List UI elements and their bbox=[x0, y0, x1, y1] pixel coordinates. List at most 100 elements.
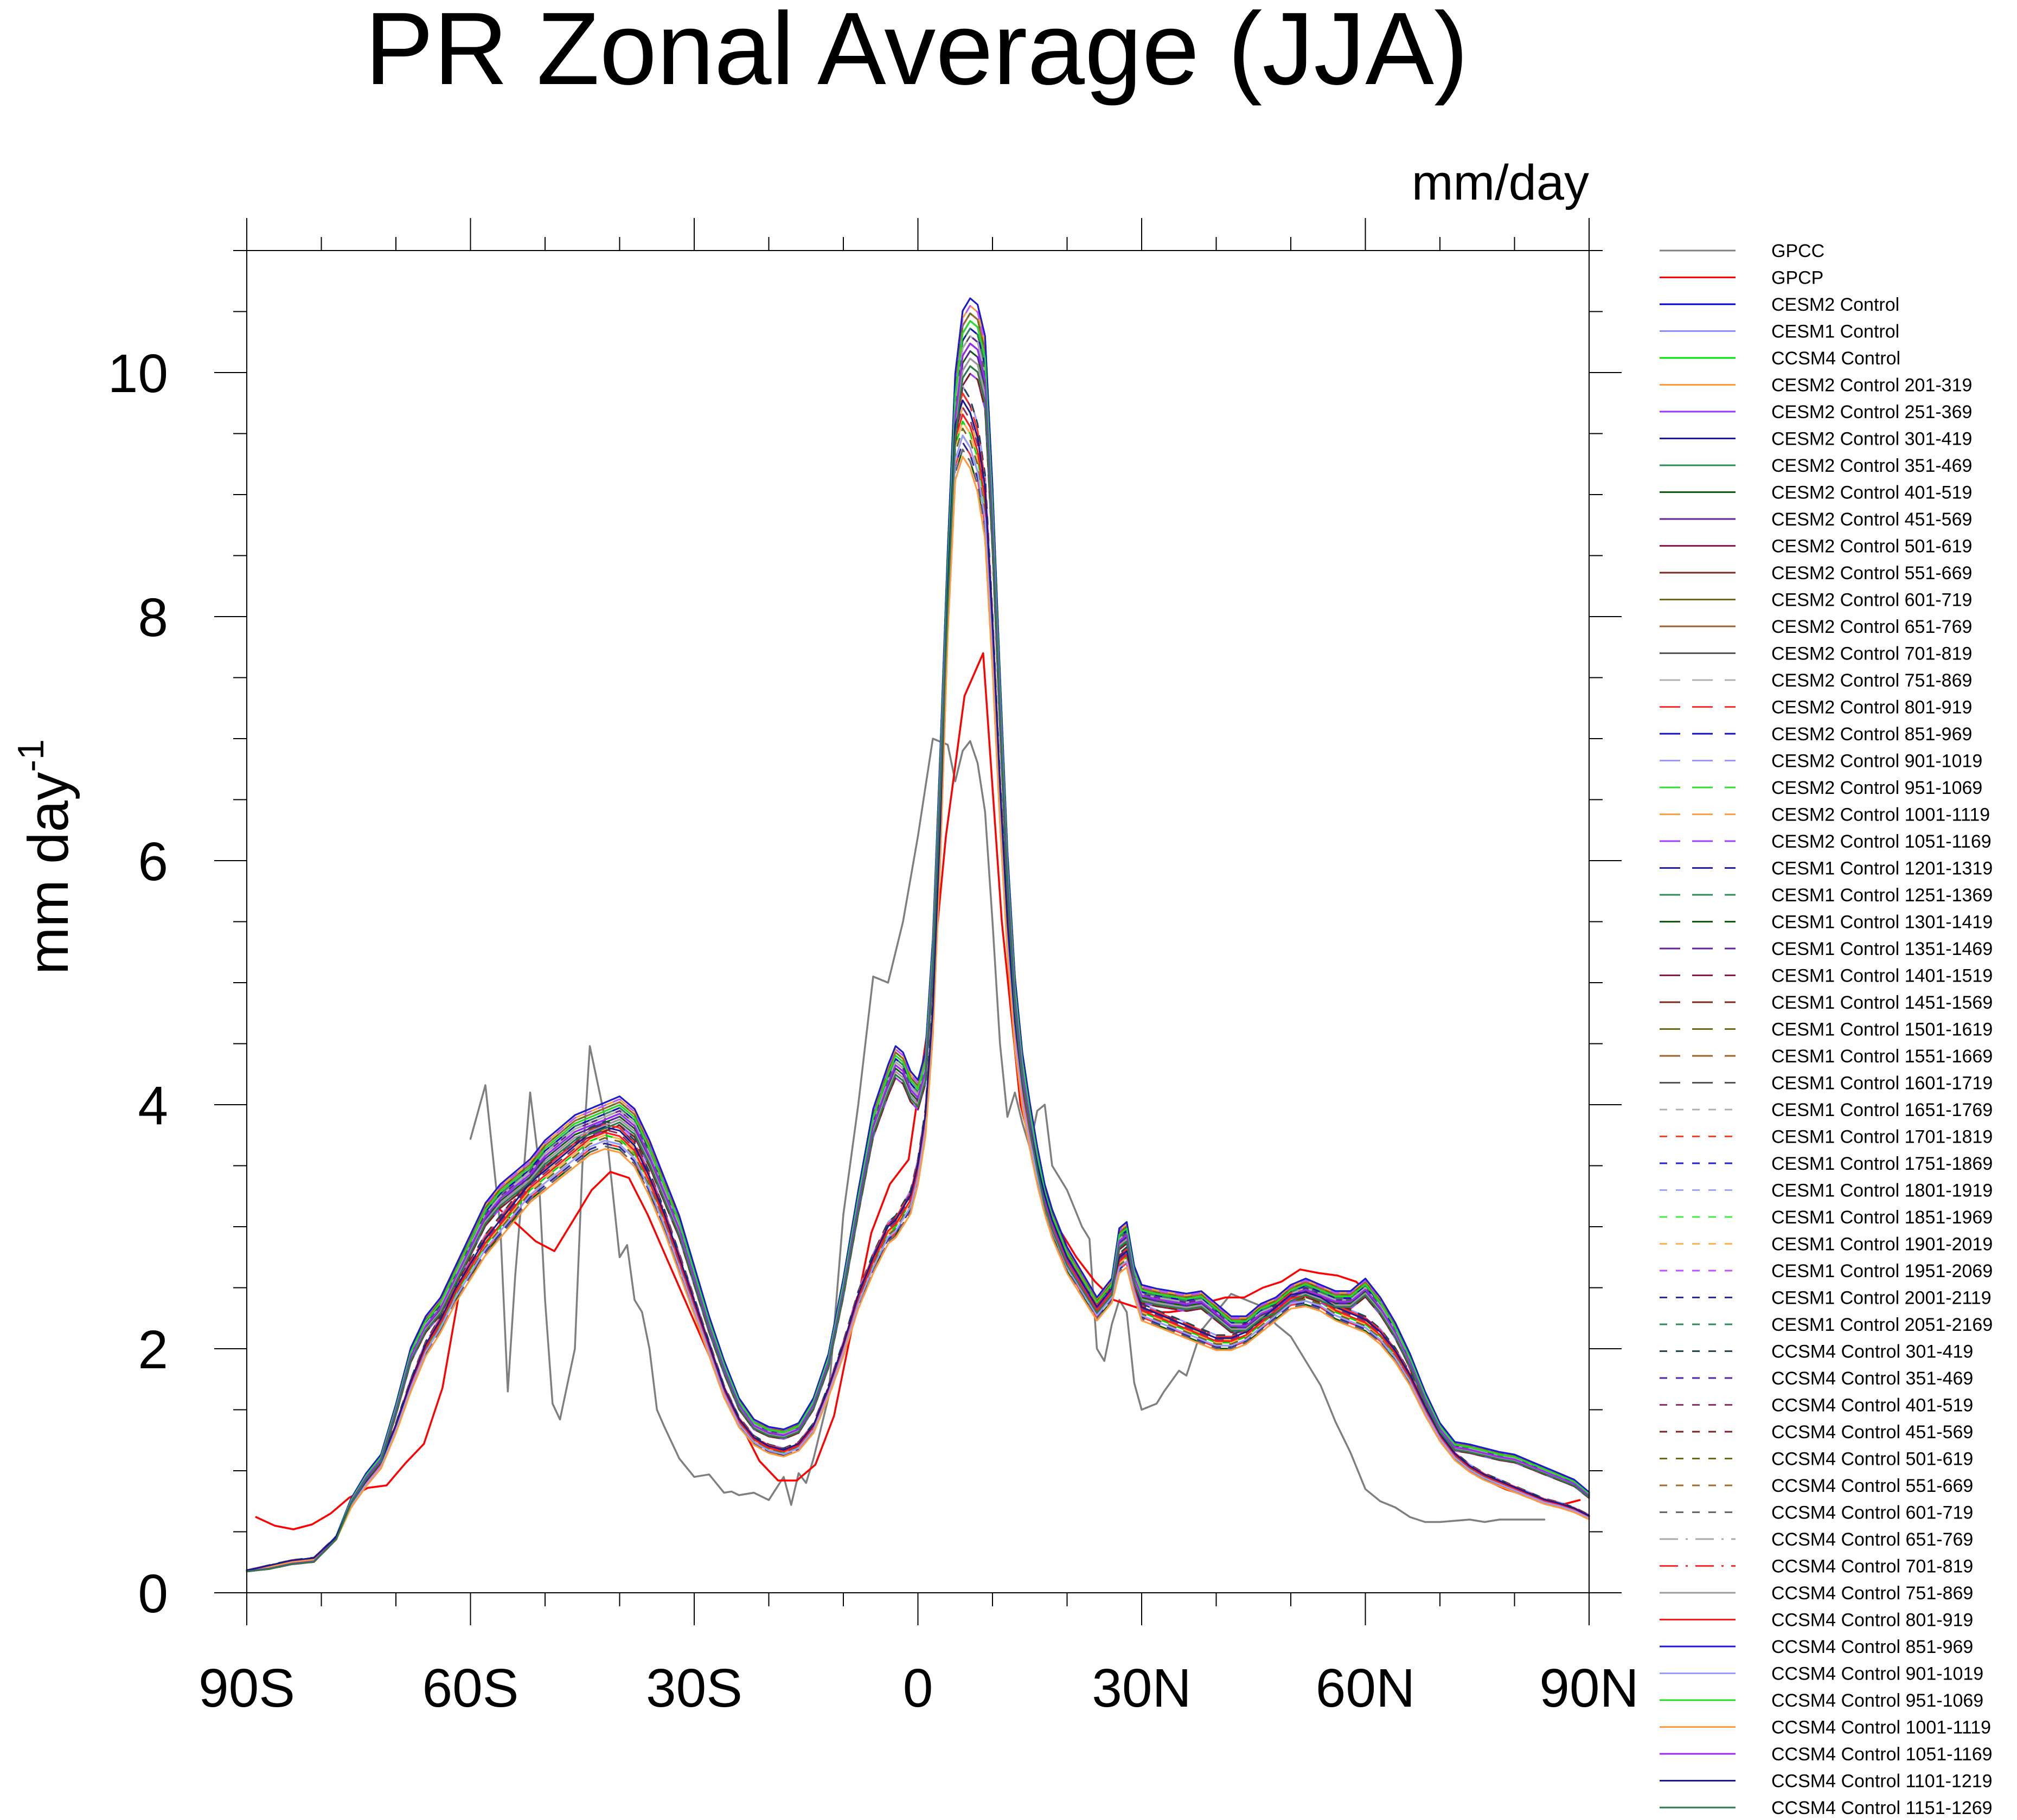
legend-label: CCSM4 Control 551-669 bbox=[1771, 1476, 1973, 1496]
y-axis-label-text: mm day bbox=[17, 772, 80, 975]
legend-label: CCSM4 Control 401-519 bbox=[1771, 1395, 1973, 1416]
y-tick-label: 8 bbox=[138, 587, 168, 648]
legend-label: CESM1 Control 1501-1619 bbox=[1771, 1020, 1993, 1040]
legend-label: CCSM4 Control 951-1069 bbox=[1771, 1690, 1983, 1711]
legend-label: CESM1 Control 1251-1369 bbox=[1771, 885, 1993, 906]
x-tick-label: 0 bbox=[903, 1658, 933, 1719]
series-line bbox=[246, 392, 1590, 1571]
legend-label: CESM1 Control 1601-1719 bbox=[1771, 1073, 1993, 1094]
series-line bbox=[246, 392, 1590, 1571]
series-line bbox=[246, 335, 1590, 1572]
legend-label: CCSM4 Control 751-869 bbox=[1771, 1583, 1973, 1604]
legend-label: CCSM4 Control 801-919 bbox=[1771, 1610, 1973, 1631]
legend-label: GPCP bbox=[1771, 268, 1823, 289]
legend-label: CESM1 Control 1851-1969 bbox=[1771, 1207, 1993, 1228]
y-tick-label: 10 bbox=[108, 343, 168, 404]
legend-label: CESM2 Control 701-819 bbox=[1771, 644, 1972, 664]
series-line bbox=[246, 413, 1590, 1572]
series-line bbox=[246, 342, 1590, 1572]
series-line bbox=[246, 427, 1590, 1572]
x-tick-label: 90S bbox=[199, 1658, 295, 1719]
legend-label: CCSM4 Control 301-419 bbox=[1771, 1342, 1973, 1362]
series-line bbox=[246, 342, 1590, 1572]
y-tick-label: 0 bbox=[138, 1563, 168, 1624]
series-line bbox=[246, 448, 1590, 1572]
legend-label: CESM2 Control 451-569 bbox=[1771, 509, 1972, 530]
legend-label: CESM1 Control 1551-1669 bbox=[1771, 1046, 1993, 1067]
legend-label: CESM2 Control 651-769 bbox=[1771, 617, 1972, 637]
series-line bbox=[246, 357, 1590, 1572]
plot-frame bbox=[246, 250, 1590, 1593]
series-layer bbox=[246, 297, 1590, 1573]
legend-label: CESM2 Control 301-419 bbox=[1771, 429, 1972, 450]
series-line bbox=[246, 365, 1590, 1572]
y-tick-label: 2 bbox=[138, 1319, 168, 1380]
legend-label: CCSM4 Control 1101-1219 bbox=[1771, 1771, 1993, 1792]
x-tick-label: 60N bbox=[1316, 1658, 1415, 1719]
y-tick-label: 4 bbox=[138, 1075, 168, 1136]
legend-label: CESM2 Control 951-1069 bbox=[1771, 778, 1982, 798]
legend-label: CESM2 Control 251-369 bbox=[1771, 402, 1972, 422]
series-line bbox=[246, 335, 1590, 1572]
legend-label: CESM1 Control 1351-1469 bbox=[1771, 939, 1993, 959]
legend-label: CCSM4 Control 851-969 bbox=[1771, 1637, 1973, 1657]
legend-label: CESM2 Control 1001-1119 bbox=[1771, 805, 1990, 825]
units-label: mm/day bbox=[1412, 155, 1589, 210]
legend-label: CESM2 Control 501-619 bbox=[1771, 536, 1972, 557]
legend-label: CESM2 Control 401-519 bbox=[1771, 483, 1972, 503]
legend-label: CESM1 Control 1951-2069 bbox=[1771, 1261, 1993, 1281]
x-tick-labels: 90S 60S 30S 0 30N 60N 90N bbox=[199, 1658, 1639, 1719]
series-line bbox=[246, 434, 1590, 1572]
legend-label: CESM2 Control bbox=[1771, 294, 1899, 315]
legend-label: CESM1 Control 1401-1519 bbox=[1771, 966, 1993, 986]
x-tick-label: 30S bbox=[646, 1658, 742, 1719]
series-line bbox=[246, 305, 1590, 1571]
series-line bbox=[246, 328, 1590, 1572]
series-line bbox=[246, 328, 1590, 1572]
series-line bbox=[246, 335, 1590, 1572]
series-line bbox=[246, 312, 1590, 1572]
series-line bbox=[246, 320, 1590, 1572]
series-line bbox=[246, 399, 1590, 1572]
series-line bbox=[246, 420, 1590, 1572]
legend-label: CESM1 Control 1751-1869 bbox=[1771, 1153, 1993, 1174]
series-line bbox=[246, 441, 1590, 1572]
legend-label: CCSM4 Control 651-769 bbox=[1771, 1529, 1973, 1550]
series-line bbox=[246, 399, 1590, 1572]
legend-label: CCSM4 Control 351-469 bbox=[1771, 1368, 1973, 1389]
series-line bbox=[246, 312, 1590, 1572]
legend-label: CCSM4 Control 701-819 bbox=[1771, 1556, 1973, 1577]
legend-label: CESM1 Control 1901-2019 bbox=[1771, 1234, 1993, 1255]
series-line bbox=[246, 350, 1590, 1572]
x-tick-label: 90N bbox=[1539, 1658, 1638, 1719]
series-line bbox=[246, 365, 1590, 1572]
series-line bbox=[246, 373, 1590, 1573]
series-line bbox=[246, 297, 1590, 1571]
series-line bbox=[246, 385, 1590, 1571]
legend-label: CCSM4 Control 451-569 bbox=[1771, 1422, 1973, 1443]
legend-label: CCSM4 Control 901-1019 bbox=[1771, 1664, 1983, 1684]
legend-label: CESM1 Control 1651-1769 bbox=[1771, 1100, 1993, 1120]
series-line bbox=[246, 297, 1590, 1571]
series-line bbox=[246, 328, 1590, 1572]
legend-label: CESM1 Control 2001-2119 bbox=[1771, 1288, 1992, 1309]
legend-label: CESM2 Control 851-969 bbox=[1771, 724, 1972, 745]
series-line bbox=[246, 365, 1590, 1572]
legend-label: CESM1 Control 2051-2169 bbox=[1771, 1315, 1993, 1335]
series-line bbox=[246, 434, 1590, 1572]
series-line bbox=[246, 373, 1590, 1573]
series-line bbox=[246, 320, 1590, 1572]
series-line bbox=[246, 373, 1590, 1573]
series-line bbox=[246, 297, 1590, 1571]
legend-label: CESM1 Control 1201-1319 bbox=[1771, 858, 1993, 879]
series-line bbox=[246, 392, 1590, 1571]
series-line bbox=[246, 456, 1590, 1573]
legend-label: CESM1 Control 1451-1569 bbox=[1771, 992, 1993, 1013]
y-tick-label: 6 bbox=[138, 831, 168, 892]
legend-label: CESM2 Control 751-869 bbox=[1771, 670, 1972, 691]
y-axis-label-exponent: -1 bbox=[10, 739, 52, 772]
x-tick-label: 60S bbox=[422, 1658, 519, 1719]
series-line bbox=[246, 312, 1590, 1572]
series-line bbox=[246, 420, 1590, 1572]
